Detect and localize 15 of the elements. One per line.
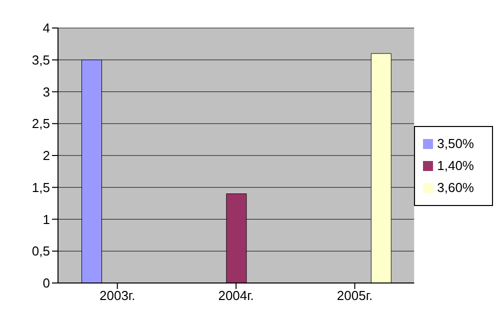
y-tick-label: 0 bbox=[42, 276, 50, 291]
y-tick-label: 2,5 bbox=[32, 116, 50, 132]
y-tick-label: 4 bbox=[42, 20, 50, 36]
x-tick-label: 2003г. bbox=[100, 288, 136, 304]
y-tick-label: 1 bbox=[42, 212, 50, 227]
y-tick-label: 3 bbox=[42, 84, 50, 100]
y-tick-label: 1,5 bbox=[32, 180, 50, 195]
y-tick-label: 0,5 bbox=[32, 244, 50, 259]
x-tick-label: 2005г. bbox=[336, 288, 373, 304]
legend-label: 3,60% bbox=[437, 180, 474, 194]
legend-label: 3,50% bbox=[437, 136, 474, 150]
legend-label: 1,40% bbox=[437, 158, 474, 172]
y-tick-label: 2 bbox=[42, 148, 50, 164]
x-tick-label: 2004г. bbox=[218, 288, 254, 304]
y-tick-label: 3,5 bbox=[32, 52, 50, 68]
